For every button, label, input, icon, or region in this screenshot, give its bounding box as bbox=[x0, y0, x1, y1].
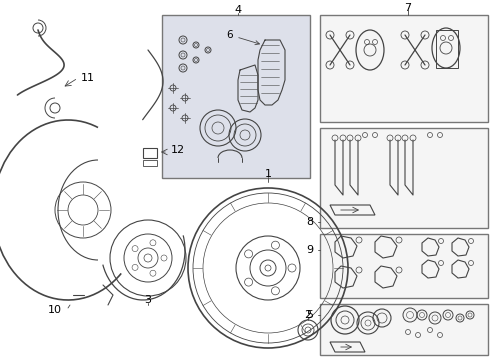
Bar bbox=[162, 15, 310, 178]
Text: 2: 2 bbox=[304, 310, 312, 320]
Text: 10: 10 bbox=[48, 305, 62, 315]
Text: 8: 8 bbox=[306, 217, 314, 227]
Bar bbox=[143, 148, 157, 158]
Text: 12: 12 bbox=[171, 145, 185, 155]
Text: 3: 3 bbox=[145, 295, 151, 305]
Text: 11: 11 bbox=[81, 73, 95, 83]
Text: 6: 6 bbox=[227, 30, 259, 45]
Text: 9: 9 bbox=[306, 245, 314, 255]
Bar bbox=[320, 234, 488, 298]
Text: 7: 7 bbox=[404, 3, 412, 13]
Text: 1: 1 bbox=[265, 169, 271, 179]
Bar bbox=[436, 30, 458, 68]
Bar bbox=[320, 304, 488, 355]
Text: 5: 5 bbox=[307, 310, 314, 320]
Bar bbox=[143, 160, 157, 166]
Bar bbox=[320, 15, 488, 122]
Bar bbox=[320, 128, 488, 228]
Text: 4: 4 bbox=[234, 5, 242, 15]
